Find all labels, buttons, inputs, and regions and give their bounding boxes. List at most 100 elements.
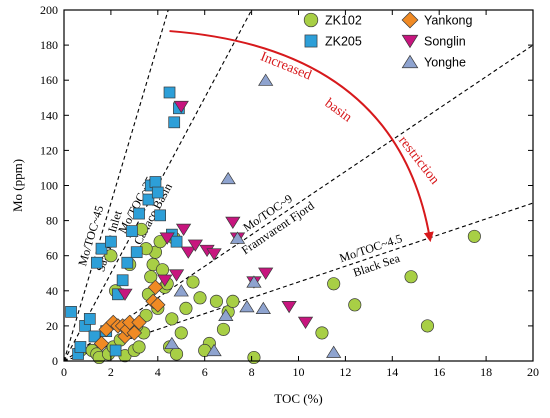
data-point xyxy=(420,319,435,333)
legend-label: ZK102 xyxy=(325,14,362,28)
data-point xyxy=(315,326,329,340)
data-point xyxy=(229,231,246,244)
x-tick-label: 18 xyxy=(480,365,492,379)
y-tick-label: 100 xyxy=(40,179,58,193)
data-point xyxy=(132,340,146,354)
data-point xyxy=(155,263,170,277)
data-point xyxy=(159,232,175,245)
annotation-word: restriction xyxy=(395,134,442,188)
data-point xyxy=(130,246,143,259)
data-point xyxy=(258,73,274,86)
data-point xyxy=(326,345,342,358)
x-tick-label: 2 xyxy=(108,365,114,379)
x-tick-label: 6 xyxy=(202,365,208,379)
data-point xyxy=(174,326,188,340)
legend-label: Yonghe xyxy=(424,56,466,70)
legend-item-yonghe: Yonghe xyxy=(401,54,466,70)
x-tick-label: 20 xyxy=(527,365,539,379)
series-yankong xyxy=(93,279,166,352)
data-point xyxy=(109,344,122,357)
data-point xyxy=(95,242,108,255)
y-tick-label: 80 xyxy=(46,214,58,228)
x-tick-label: 14 xyxy=(386,365,398,379)
data-point xyxy=(173,100,189,114)
data-point xyxy=(170,347,184,361)
data-point xyxy=(157,274,173,287)
annotation-word: basin xyxy=(322,96,355,126)
restriction-arrow xyxy=(169,30,434,243)
legend: ZK102 ZK205 Yankong Songlin Yonghe xyxy=(303,11,472,70)
data-point xyxy=(164,336,180,350)
y-tick-label: 40 xyxy=(46,284,58,298)
data-point xyxy=(139,308,153,322)
x-tick-label: 10 xyxy=(293,365,305,379)
data-point xyxy=(131,314,147,331)
data-point xyxy=(297,316,314,330)
data-point xyxy=(187,239,203,252)
data-point xyxy=(170,235,183,248)
y-axis-title: Mo (ppm) xyxy=(10,159,25,212)
y-tick-label: 120 xyxy=(40,143,58,157)
series-zk102 xyxy=(73,222,481,365)
y-tick-label: 20 xyxy=(46,319,58,333)
legend-item-zk205: ZK205 xyxy=(304,34,362,49)
data-point xyxy=(467,229,481,243)
data-point xyxy=(154,209,166,222)
y-tick-label: 200 xyxy=(40,3,58,17)
data-point xyxy=(150,297,166,313)
reference-line-4.5 xyxy=(63,202,534,362)
legend-label: Songlin xyxy=(424,35,466,49)
data-point xyxy=(168,269,185,282)
data-point xyxy=(179,301,193,315)
data-point xyxy=(404,270,418,284)
data-point xyxy=(303,12,319,28)
x-axis-title: TOC (%) xyxy=(274,391,323,406)
data-point xyxy=(225,216,241,229)
data-point xyxy=(116,274,129,287)
data-point xyxy=(218,308,234,321)
data-point xyxy=(255,301,271,314)
data-point xyxy=(74,341,87,353)
reference-line-45 xyxy=(63,9,169,362)
data-point xyxy=(206,343,222,357)
data-point xyxy=(173,284,189,297)
data-point xyxy=(126,225,138,237)
data-point xyxy=(401,54,419,69)
data-point xyxy=(220,171,236,185)
data-point xyxy=(193,291,207,305)
y-tick-label: 60 xyxy=(46,249,58,263)
data-point xyxy=(186,275,200,289)
legend-item-zk102: ZK102 xyxy=(303,12,362,28)
series-yonghe xyxy=(164,73,342,358)
data-point xyxy=(216,322,231,336)
data-point xyxy=(247,350,261,365)
reference-line-9 xyxy=(63,44,534,362)
data-point xyxy=(163,86,176,99)
legend-item-yankong: Yankong xyxy=(401,11,472,29)
data-point xyxy=(226,294,240,308)
data-point xyxy=(117,288,133,301)
y-tick-label: 0 xyxy=(52,354,58,368)
y-tick-label: 140 xyxy=(40,108,58,122)
data-point xyxy=(142,193,155,206)
data-point xyxy=(401,34,419,49)
legend-item-songlin: Songlin xyxy=(401,34,466,49)
data-point xyxy=(327,277,341,291)
data-point xyxy=(258,267,274,280)
data-point xyxy=(401,11,419,29)
data-point xyxy=(304,34,318,48)
x-tick-label: 8 xyxy=(249,365,255,379)
series-songlin xyxy=(117,100,314,330)
y-tick-label: 160 xyxy=(40,73,58,87)
data-point xyxy=(165,312,179,326)
data-point xyxy=(175,223,192,236)
x-tick-label: 0 xyxy=(61,365,67,379)
data-point xyxy=(121,256,134,269)
data-point xyxy=(83,313,96,325)
data-point xyxy=(206,248,222,261)
data-point xyxy=(168,116,181,129)
data-point xyxy=(88,330,101,343)
